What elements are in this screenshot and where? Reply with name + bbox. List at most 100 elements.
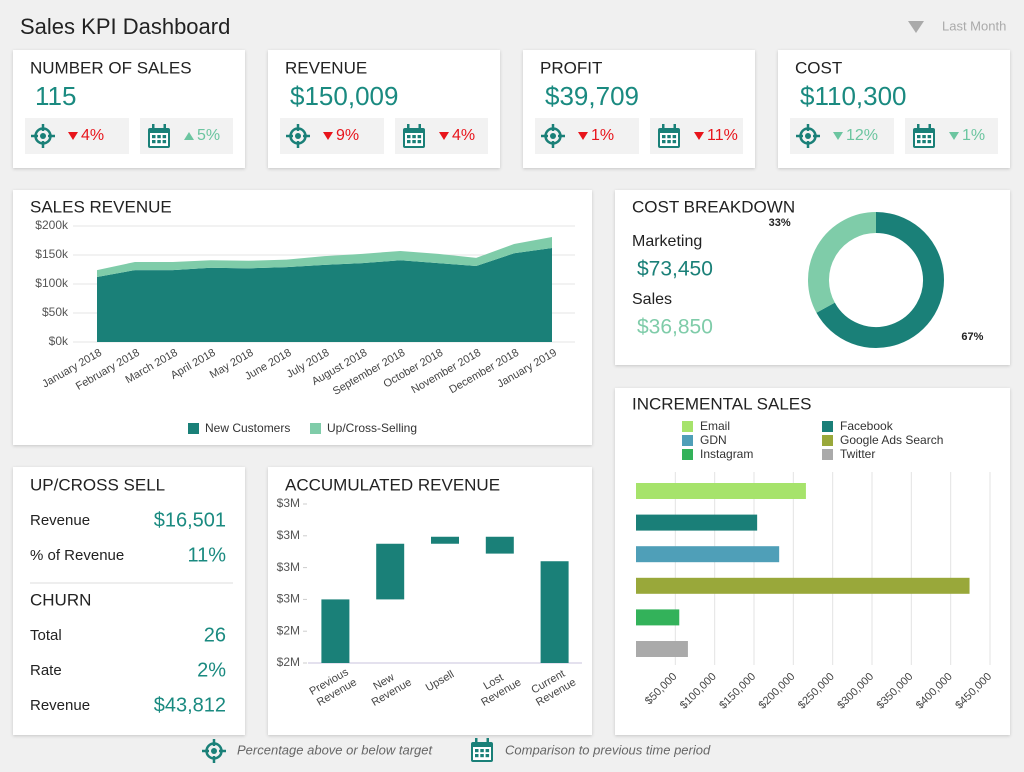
icon-part: [927, 135, 932, 139]
icon-part: [485, 749, 490, 753]
trend-arrow: [68, 132, 78, 140]
icon-part: [412, 135, 416, 139]
kpi-label: COST: [795, 58, 842, 77]
target-icon: [286, 124, 310, 148]
trend-arrow: [184, 132, 194, 140]
calendar-icon: [403, 124, 425, 148]
kpi-vs-target: 12%: [846, 127, 878, 144]
icon-part: [211, 748, 217, 754]
dropdown-arrow: [908, 21, 924, 33]
target-icon: [541, 124, 565, 148]
kpi-label: PROFIT: [540, 58, 602, 77]
icon-part: [412, 140, 416, 144]
icon-part: [928, 124, 931, 130]
icon-part: [295, 133, 301, 139]
icon-part: [662, 124, 665, 130]
icon-part: [660, 133, 678, 146]
y-tick-label: $2M: [277, 623, 300, 637]
icon-part: [202, 739, 226, 763]
cost-amount: $73,450: [637, 258, 713, 281]
value-label: 33%: [769, 217, 791, 229]
trend-arrow: [833, 132, 843, 140]
panel-title: UP/CROSS SELL: [30, 475, 165, 494]
icon-part: [480, 754, 484, 758]
kpi-value: $39,709: [545, 81, 639, 111]
y-tick-label: $0k: [49, 334, 69, 348]
period-filter[interactable]: Last Month: [908, 18, 1006, 33]
icon-part: [417, 135, 422, 139]
area: [97, 237, 552, 278]
icon-part: [915, 133, 933, 146]
legend-swatch: [310, 423, 321, 434]
icon-part: [480, 749, 484, 753]
y-tick-label: $50k: [42, 305, 69, 319]
chart-title: SALES REVENUE: [30, 197, 172, 216]
kpi-vs-previous: 1%: [962, 127, 985, 144]
bar: [636, 483, 806, 499]
icon-part: [286, 124, 310, 148]
legend-swatch: [682, 435, 693, 446]
y-tick-label: $2M: [277, 655, 300, 669]
icon-part: [667, 140, 671, 144]
icon-part: [486, 738, 489, 744]
row-label: Total: [30, 627, 62, 644]
icon-part: [157, 140, 161, 144]
icon-part: [475, 738, 478, 744]
row-value: 2%: [197, 659, 226, 681]
donut-segment: [808, 212, 877, 313]
kpi-label: REVENUE: [285, 58, 367, 77]
kpi-vs-previous: 5%: [197, 127, 220, 144]
kpi-vs-target: 1%: [591, 127, 614, 144]
card: [13, 467, 245, 735]
footer-note: Percentage above or below target: [237, 742, 434, 757]
y-tick-label: $100k: [35, 276, 69, 290]
kpi-value: 115: [35, 81, 76, 111]
icon-part: [917, 135, 921, 139]
legend-label: Up/Cross-Selling: [327, 421, 417, 435]
calendar-icon: [658, 124, 680, 148]
bar: [636, 514, 758, 531]
icon-part: [150, 133, 168, 146]
area: [97, 248, 552, 342]
bar: [636, 609, 680, 626]
icon-part: [922, 135, 926, 139]
kpi-label: NUMBER OF SALES: [30, 58, 192, 77]
icon-part: [541, 124, 565, 148]
icon-part: [157, 135, 161, 139]
legend-label: New Customers: [205, 421, 290, 435]
row-value: $16,501: [154, 509, 226, 531]
icon-part: [31, 124, 55, 148]
trend-arrow: [949, 132, 959, 140]
legend-label: GDN: [700, 433, 727, 447]
icon-part: [405, 133, 423, 146]
legend-swatch: [822, 421, 833, 432]
footer-note: Comparison to previous time period: [505, 742, 711, 757]
dashboard-title: Sales KPI Dashboard: [20, 14, 230, 39]
icon-part: [417, 140, 422, 144]
icon-part: [152, 140, 156, 144]
y-tick-label: $200k: [35, 218, 69, 232]
icon-part: [662, 135, 666, 139]
row-value: 11%: [187, 544, 226, 566]
panel-title: CHURN: [30, 590, 91, 609]
icon-part: [805, 133, 811, 139]
trend-arrow: [578, 132, 588, 140]
legend-label: Email: [700, 419, 730, 433]
trend-arrow: [323, 132, 333, 140]
kpi-vs-target: 4%: [81, 127, 104, 144]
value-label: 67%: [961, 331, 983, 343]
y-tick-label: $3M: [277, 496, 300, 510]
cost-amount: $36,850: [637, 316, 713, 339]
icon-part: [927, 140, 932, 144]
donut-segment: [816, 212, 944, 348]
trend-arrow: [439, 132, 449, 140]
icon-part: [162, 140, 167, 144]
bar: [376, 543, 405, 600]
trend-arrow: [694, 132, 704, 140]
row-label: Rate: [30, 662, 62, 679]
kpi-vs-target: 9%: [336, 127, 359, 144]
icon-part: [407, 135, 411, 139]
legend-swatch: [682, 421, 693, 432]
